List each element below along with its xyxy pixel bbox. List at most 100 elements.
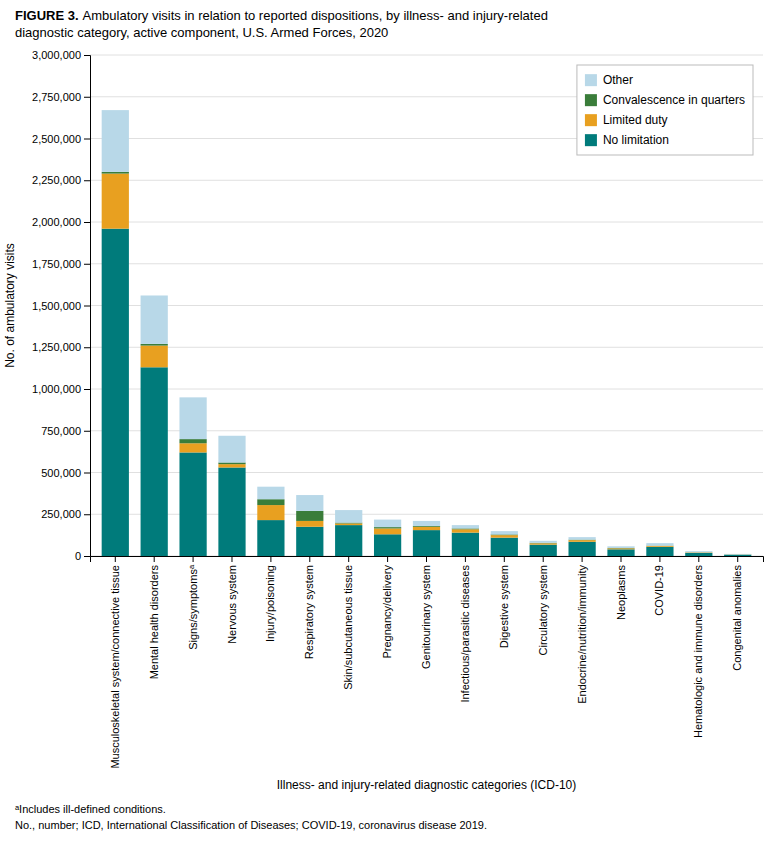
legend-item: Convalescence in quarters bbox=[585, 93, 745, 107]
y-tick-label: 0 bbox=[75, 550, 81, 562]
legend-item: Other bbox=[585, 73, 633, 87]
bar-segment bbox=[102, 110, 129, 172]
x-tick-mark bbox=[543, 556, 544, 562]
y-tick-mark bbox=[84, 180, 90, 181]
bar-segment bbox=[724, 553, 751, 555]
subtitle: diagnostic category, active component, U… bbox=[15, 25, 388, 40]
bar-segment bbox=[102, 229, 129, 556]
title-line: FIGURE 3.Ambulatory visits in relation t… bbox=[15, 8, 548, 23]
grid-line bbox=[90, 305, 763, 306]
legend: Other Convalescence in quarters Limited du… bbox=[577, 65, 753, 155]
x-tick-mark bbox=[309, 556, 310, 562]
grid-line bbox=[90, 389, 763, 390]
x-tick-mark bbox=[737, 556, 738, 562]
bar-segment bbox=[141, 367, 168, 556]
legend-box bbox=[577, 65, 753, 155]
bar-segment bbox=[568, 537, 595, 540]
legend-swatch bbox=[585, 94, 597, 106]
bar-segment bbox=[724, 554, 751, 555]
bar-segment bbox=[646, 545, 673, 547]
x-tick-label: Endocrine/nutrition/immunity bbox=[576, 565, 588, 704]
y-tick-mark bbox=[84, 431, 90, 432]
x-tick-label: Hematologic and immune disorders bbox=[692, 565, 704, 739]
grid-line bbox=[90, 55, 763, 56]
title: FIGURE 3. bbox=[15, 8, 79, 23]
grid-line bbox=[90, 347, 763, 348]
bar-segment bbox=[452, 533, 479, 556]
bar-segment bbox=[413, 521, 440, 526]
bar-segment bbox=[685, 551, 712, 552]
y-tick-mark bbox=[84, 389, 90, 390]
legend-item: Limited duty bbox=[585, 113, 668, 127]
bar-segment bbox=[179, 439, 206, 443]
grid-line bbox=[90, 180, 763, 181]
x-tick: Infectious/parasitic diseases bbox=[459, 556, 471, 703]
y-tick-label: 500,000 bbox=[41, 467, 81, 479]
y-axis: 0250,000500,000750,0001,000,0001,250,000… bbox=[32, 49, 90, 562]
bar-segment bbox=[685, 553, 712, 556]
x-axis: Musculoskeletal system/connective tissue… bbox=[91, 556, 764, 769]
bar-segment bbox=[646, 543, 673, 546]
y-tick-label: 2,750,000 bbox=[32, 91, 81, 103]
footnote: No., number; ICD, International Classifi… bbox=[15, 819, 487, 831]
legend-swatch bbox=[585, 134, 597, 146]
y-tick-label: 750,000 bbox=[41, 425, 81, 437]
bar-segment bbox=[607, 548, 634, 549]
bar-segment bbox=[530, 541, 557, 543]
grid bbox=[90, 55, 763, 556]
x-tick-label: Signs/symptomsᵃ bbox=[187, 564, 199, 650]
x-tick: Nervous system bbox=[226, 556, 238, 644]
bar-segment bbox=[452, 525, 479, 528]
bar-segment bbox=[413, 527, 440, 530]
y-tick: 2,750,000 bbox=[32, 91, 90, 103]
bar-segment bbox=[530, 543, 557, 544]
bar-segment bbox=[568, 540, 595, 542]
subtitle-line: diagnostic category, active component, U… bbox=[15, 25, 388, 40]
plot: 0250,000500,000750,0001,000,0001,250,000… bbox=[3, 49, 764, 792]
bar-segment bbox=[491, 531, 518, 534]
x-tick-mark bbox=[504, 556, 505, 562]
x-tick: Skin/subcutaneous tissue bbox=[342, 556, 354, 690]
series bbox=[102, 229, 752, 556]
bar-segment bbox=[257, 505, 284, 520]
x-tick: Genitourinary system bbox=[420, 556, 432, 669]
x-tick-mark bbox=[659, 556, 660, 562]
x-tick-label: Mental health disorders bbox=[148, 565, 160, 680]
x-tick-label: Respiratory system bbox=[303, 565, 315, 659]
bar-segment bbox=[296, 527, 323, 556]
y-tick-label: 250,000 bbox=[41, 508, 81, 520]
y-tick: 2,500,000 bbox=[32, 133, 90, 145]
x-tick-label: Circulatory system bbox=[537, 565, 549, 655]
bar-segment bbox=[646, 547, 673, 556]
series bbox=[102, 110, 752, 554]
y-tick: 3,000,000 bbox=[32, 49, 90, 61]
x-tick-mark bbox=[348, 556, 349, 562]
bar-segment bbox=[530, 545, 557, 556]
y-tick: 1,750,000 bbox=[32, 258, 90, 270]
y-tick-label: 1,500,000 bbox=[32, 300, 81, 312]
bar-segment bbox=[335, 525, 362, 556]
y-tick-mark bbox=[84, 306, 90, 307]
bar-segment bbox=[179, 443, 206, 452]
y-tick-mark bbox=[84, 264, 90, 265]
bar-segment bbox=[296, 511, 323, 521]
legend-swatch bbox=[585, 74, 597, 86]
y-tick: 250,000 bbox=[41, 508, 90, 520]
bar-segment bbox=[452, 529, 479, 532]
y-tick-mark bbox=[84, 97, 90, 98]
x-tick: Neoplasms bbox=[615, 556, 627, 620]
bar-segment bbox=[141, 346, 168, 368]
y-tick: 500,000 bbox=[41, 467, 90, 479]
x-tick: Respiratory system bbox=[303, 556, 315, 659]
grid-line bbox=[90, 222, 763, 223]
bar-segment bbox=[685, 552, 712, 554]
x-tick: Injury/poisoning bbox=[264, 556, 276, 642]
x-tick-label: Injury/poisoning bbox=[264, 565, 276, 642]
bar-segment bbox=[374, 534, 401, 556]
y-tick: 2,250,000 bbox=[32, 174, 90, 186]
y-tick-mark bbox=[84, 55, 90, 56]
x-tick: Hematologic and immune disorders bbox=[692, 556, 704, 738]
legend-label: Other bbox=[603, 73, 633, 87]
y-tick-label: 1,250,000 bbox=[32, 341, 81, 353]
legend-swatch bbox=[585, 114, 597, 126]
